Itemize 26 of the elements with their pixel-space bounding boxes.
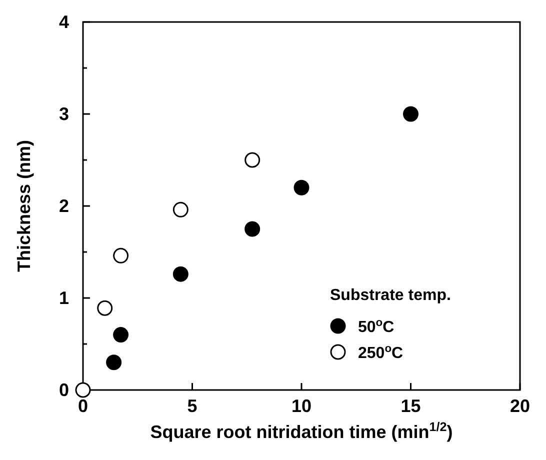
y-tick-label: 0	[58, 380, 69, 400]
x-tick-label: 5	[187, 396, 198, 416]
point	[294, 180, 310, 196]
x-tick-label: 15	[400, 396, 421, 416]
point	[244, 221, 260, 237]
point	[106, 354, 122, 370]
y-tick-label: 2	[58, 196, 69, 216]
point	[172, 266, 188, 282]
point	[244, 152, 260, 168]
point	[172, 202, 188, 218]
legend-label: 50$^{o}$C	[358, 317, 395, 336]
x-tick-label: 20	[510, 396, 530, 416]
y-tick-label: 3	[58, 104, 69, 124]
y-axis-title: Thickness (nm)	[14, 140, 34, 272]
point	[113, 327, 129, 343]
point	[403, 106, 418, 122]
y-tick-label: 1	[58, 288, 69, 308]
point	[75, 382, 91, 398]
x-axis-title: Square root nitridation time (min$^{1/2}$)	[150, 420, 453, 442]
legend-title: Substrate temp.	[330, 287, 451, 304]
x-tick-label: 0	[78, 396, 88, 416]
legend-label: 250$^{o}$C	[358, 343, 404, 362]
y-tick-label: 4	[58, 12, 69, 32]
x-tick-label: 10	[291, 396, 312, 416]
point	[113, 248, 129, 264]
point	[97, 300, 113, 316]
